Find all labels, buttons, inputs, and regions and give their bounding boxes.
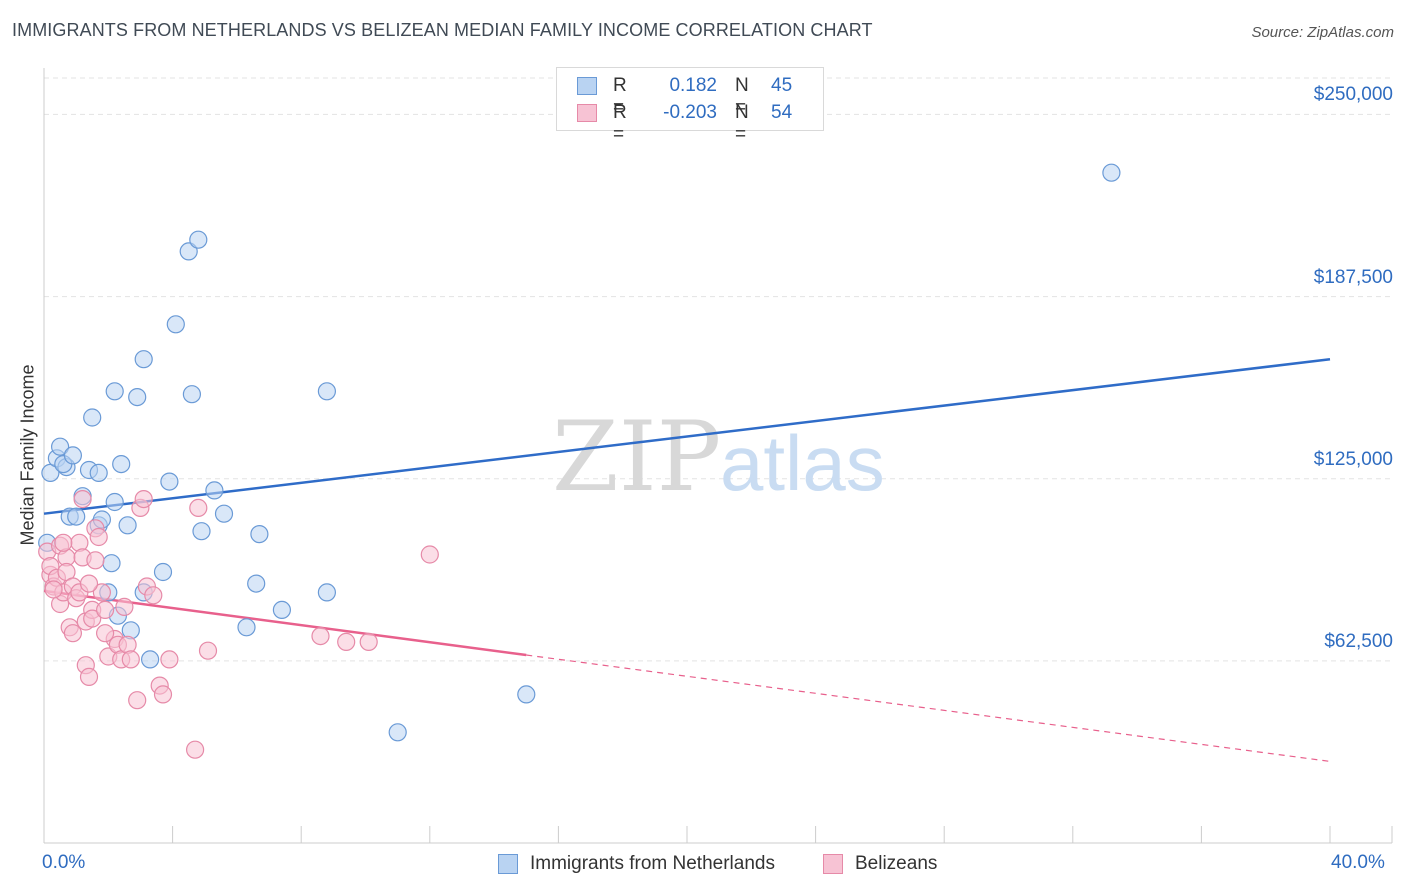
belizean-point	[92, 583, 112, 602]
belizean-point	[121, 650, 140, 669]
x-tick-label-max: 40.0%	[1331, 852, 1385, 873]
x-tick-label-min: 0.0%	[42, 852, 86, 873]
grid-lines	[44, 77, 1392, 662]
netherlands-point	[160, 472, 179, 491]
netherlands-point	[237, 618, 256, 637]
belizean-point	[89, 527, 108, 547]
netherlands-point	[317, 583, 336, 602]
netherlands-point	[83, 408, 102, 427]
netherlands-point	[105, 492, 124, 512]
watermark-atlas: atlas	[720, 419, 885, 507]
source-credit: Source: ZipAtlas.com	[1251, 24, 1394, 41]
belizean-point	[311, 626, 330, 646]
bottom-legend-label: Belizeans	[855, 853, 938, 874]
belizean-point	[189, 498, 208, 517]
netherlands-point	[250, 524, 269, 544]
netherlands-point	[153, 562, 173, 582]
y-tick-label: $125,000	[1313, 448, 1393, 470]
bottom-legend-label: Immigrants from Netherlands	[530, 853, 775, 874]
netherlands-point	[112, 455, 131, 474]
watermark: ZIP atlas	[552, 401, 885, 513]
chart-title: IMMIGRANTS FROM NETHERLANDS VS BELIZEAN …	[12, 20, 873, 40]
netherlands-point	[63, 446, 83, 465]
legend-r-label: R =	[613, 75, 627, 118]
belizean-point	[95, 600, 115, 620]
netherlands-point	[214, 504, 234, 523]
belizean-point	[73, 490, 92, 509]
netherlands-point	[189, 230, 208, 249]
bottom-legend-swatch-pink	[823, 854, 843, 874]
legend-swatch-pink	[577, 104, 597, 122]
netherlands-point	[102, 554, 121, 573]
netherlands-point	[182, 385, 201, 404]
netherlands-point	[272, 600, 291, 620]
belizean-point	[160, 650, 179, 669]
y-tick-label: $250,000	[1313, 84, 1393, 106]
belizean-point	[44, 580, 63, 599]
belizean-point	[63, 624, 83, 643]
netherlands-point	[247, 574, 266, 593]
axes	[43, 68, 1393, 844]
data-points	[38, 163, 1121, 759]
belizean-point	[54, 533, 73, 552]
bottom-legend-swatch-blue	[498, 854, 518, 874]
legend-n-value: 54	[771, 102, 793, 123]
netherlands-trend-line	[43, 357, 1331, 515]
legend-n-label: N =	[735, 102, 749, 145]
belizean-point	[115, 597, 134, 617]
netherlands-point	[134, 350, 153, 369]
netherlands-point	[105, 382, 124, 401]
netherlands-point	[50, 437, 70, 456]
netherlands-point	[166, 315, 185, 334]
netherlands-point	[1102, 163, 1121, 182]
legend-r-value: 0.182	[669, 75, 717, 96]
y-tick-label: $187,500	[1313, 266, 1393, 288]
legend-r-label: R =	[613, 102, 627, 145]
netherlands-point	[141, 650, 160, 669]
belizean-point	[420, 545, 439, 564]
netherlands-point	[192, 522, 211, 541]
belizean-point	[134, 490, 153, 509]
belizean-point	[186, 740, 205, 759]
netherlands-point	[179, 242, 198, 261]
belizean-series	[38, 490, 439, 759]
belizean-point	[128, 691, 147, 710]
netherlands-point	[118, 516, 137, 535]
netherlands-point	[128, 388, 147, 407]
correlation-legend: R = 0.182 N = 45 R = -0.203 N = 54	[556, 67, 824, 145]
belizean-point	[79, 667, 99, 687]
netherlands-point	[205, 481, 224, 500]
y-axis-title: Median Family Income	[17, 364, 38, 546]
netherlands-point	[517, 685, 536, 704]
netherlands-series	[38, 163, 1121, 742]
belizean-point	[83, 609, 102, 628]
netherlands-point	[67, 507, 86, 526]
belizean-trend-extension	[526, 654, 1331, 762]
netherlands-point	[89, 463, 108, 482]
watermark-zip: ZIP	[552, 401, 721, 513]
belizean-point	[198, 641, 218, 660]
belizean-point	[144, 586, 163, 605]
netherlands-point	[388, 723, 407, 742]
netherlands-point	[317, 382, 336, 401]
belizean-point	[95, 624, 115, 643]
legend-r-value: -0.203	[663, 102, 717, 123]
belizean-point	[337, 632, 356, 652]
legend-n-label: N =	[735, 75, 749, 118]
legend-swatch-blue	[577, 77, 597, 95]
belizean-point	[153, 685, 173, 704]
y-tick-label: $62,500	[1324, 630, 1393, 652]
belizean-point	[86, 551, 105, 570]
belizean-point	[79, 574, 99, 593]
belizean-point	[359, 632, 378, 652]
legend-n-value: 45	[771, 75, 793, 96]
